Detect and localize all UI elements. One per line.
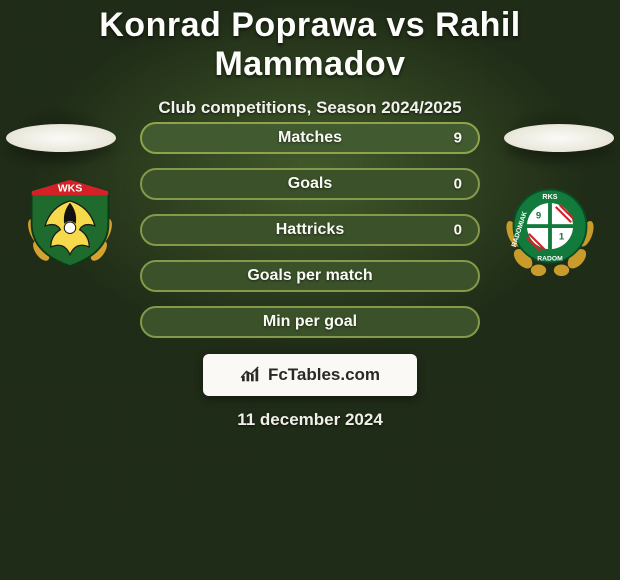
stat-label: Min per goal	[263, 313, 357, 331]
stat-label: Hattricks	[276, 221, 344, 239]
date-text: 11 december 2024	[0, 410, 620, 430]
stat-label: Matches	[278, 129, 342, 147]
brand-text: FcTables.com	[268, 365, 380, 385]
comparison-card: Konrad Poprawa vs Rahil Mammadov Club co…	[0, 0, 620, 580]
stat-row: Hattricks 0	[140, 214, 480, 246]
stat-value-right: 9	[454, 130, 462, 147]
club-logo-right: RKS RADOM RADOMIAK 9 1	[502, 180, 598, 276]
svg-text:9: 9	[536, 210, 541, 221]
svg-text:1: 1	[559, 232, 565, 243]
slask-crest-icon: WKS	[22, 174, 118, 270]
stat-row: Goals per match	[140, 260, 480, 292]
stat-value-right: 0	[454, 222, 462, 239]
club-logo-left: WKS	[22, 174, 118, 270]
stats-list: Matches 9 Goals 0 Hattricks 0 Goals per match M…	[140, 122, 480, 338]
svg-text:RKS: RKS	[542, 192, 557, 201]
brand-badge[interactable]: FcTables.com	[203, 354, 417, 396]
page-title: Konrad Poprawa vs Rahil Mammadov	[0, 0, 620, 84]
stat-value-right: 0	[454, 176, 462, 193]
stat-row: Matches 9	[140, 122, 480, 154]
svg-text:WKS: WKS	[58, 182, 83, 194]
stat-label: Goals	[288, 175, 332, 193]
bar-chart-icon	[240, 366, 262, 384]
ball-shadow-right	[504, 124, 614, 152]
stat-row: Goals 0	[140, 168, 480, 200]
ball-shadow-left	[6, 124, 116, 152]
subtitle: Club competitions, Season 2024/2025	[0, 98, 620, 118]
radomiak-crest-icon: RKS RADOM RADOMIAK 9 1	[502, 180, 598, 276]
svg-text:RADOM: RADOM	[537, 256, 563, 263]
stat-label: Goals per match	[247, 267, 372, 285]
stat-row: Min per goal	[140, 306, 480, 338]
